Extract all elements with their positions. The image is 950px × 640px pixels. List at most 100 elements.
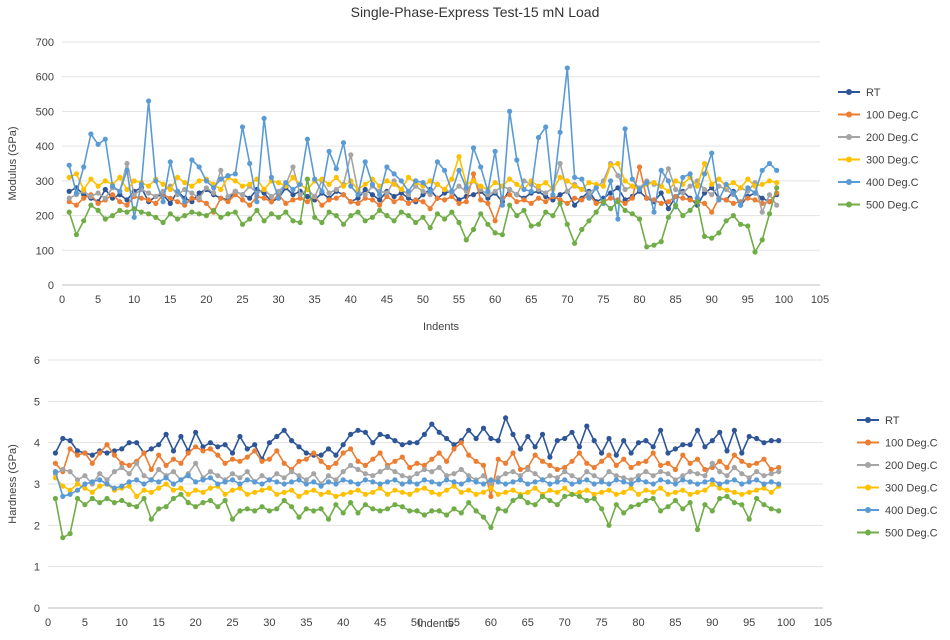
data-point xyxy=(362,471,368,477)
legend-marker xyxy=(865,417,871,423)
data-point xyxy=(658,462,664,468)
data-point xyxy=(613,473,619,479)
data-point xyxy=(434,181,440,187)
data-point xyxy=(414,481,420,487)
data-point xyxy=(266,456,272,462)
chart-title: Single-Phase-Express Test-15 mN Load xyxy=(350,4,600,20)
data-point xyxy=(340,192,347,198)
data-point xyxy=(203,185,209,191)
data-point xyxy=(429,456,435,462)
data-point xyxy=(569,473,575,479)
data-point xyxy=(463,185,469,191)
data-point xyxy=(254,199,260,205)
data-point xyxy=(156,442,162,448)
data-point xyxy=(766,192,773,198)
legend: RT 100 Deg.C 200 Deg.C 300 Deg.C 400 Deg.C 50… xyxy=(857,415,938,540)
x-tick-label: 25 xyxy=(236,294,248,306)
data-point xyxy=(296,473,302,479)
data-point xyxy=(254,207,260,213)
data-point xyxy=(547,473,553,479)
data-point xyxy=(478,183,484,189)
data-point xyxy=(134,460,140,466)
x-tick-label: 15 xyxy=(164,294,176,306)
data-point xyxy=(593,200,599,206)
data-point xyxy=(650,473,656,479)
data-point xyxy=(239,124,246,130)
data-point xyxy=(701,233,708,239)
data-point xyxy=(392,438,398,444)
data-point xyxy=(225,193,231,200)
data-point xyxy=(554,475,560,481)
x-tick-label: 100 xyxy=(777,617,795,629)
data-point xyxy=(348,489,354,495)
data-point xyxy=(517,477,524,483)
x-tick-label: 55 xyxy=(453,294,465,306)
data-point xyxy=(200,444,206,450)
data-point xyxy=(146,197,152,203)
data-point xyxy=(153,178,159,184)
data-point xyxy=(281,489,287,495)
data-point xyxy=(723,197,729,203)
data-point xyxy=(517,473,524,479)
data-point xyxy=(766,178,773,184)
data-point xyxy=(88,202,94,208)
data-point xyxy=(296,444,302,450)
x-tick-label: 30 xyxy=(272,294,284,306)
data-point xyxy=(126,483,132,489)
data-point xyxy=(60,493,66,499)
data-point xyxy=(687,500,693,506)
data-point xyxy=(362,477,368,483)
data-point xyxy=(492,148,498,154)
data-point xyxy=(229,487,236,493)
data-point xyxy=(178,433,184,440)
data-point xyxy=(495,479,501,485)
data-point xyxy=(635,460,642,466)
data-point xyxy=(716,176,722,182)
data-point xyxy=(407,475,413,481)
data-point xyxy=(153,214,159,220)
data-point xyxy=(576,493,583,499)
data-point xyxy=(503,481,509,487)
data-point xyxy=(73,232,79,238)
data-point xyxy=(290,192,296,198)
data-point xyxy=(95,141,101,147)
data-point xyxy=(274,479,280,485)
data-point xyxy=(759,237,765,243)
data-point xyxy=(495,491,501,497)
data-point xyxy=(499,232,505,238)
data-point xyxy=(658,427,664,433)
data-point xyxy=(591,473,597,479)
data-point xyxy=(436,508,442,514)
data-point xyxy=(510,497,516,504)
data-point xyxy=(369,214,375,220)
data-point xyxy=(377,197,383,203)
data-point xyxy=(436,464,442,471)
data-point xyxy=(178,477,184,483)
data-point xyxy=(97,450,103,456)
data-point xyxy=(466,487,472,493)
data-point xyxy=(124,167,130,173)
data-point xyxy=(709,181,715,187)
data-point xyxy=(547,487,553,493)
x-tick-label: 35 xyxy=(309,294,321,306)
data-point xyxy=(717,458,723,464)
data-point xyxy=(160,219,166,226)
data-point xyxy=(318,483,324,489)
data-point xyxy=(232,209,238,215)
data-point xyxy=(362,429,368,435)
data-point xyxy=(436,450,442,456)
data-point xyxy=(276,214,282,220)
data-point xyxy=(399,489,405,495)
data-point xyxy=(488,485,494,491)
data-point xyxy=(621,489,627,495)
data-point xyxy=(470,145,477,151)
data-point xyxy=(185,473,191,479)
data-point xyxy=(52,495,59,502)
data-point xyxy=(95,200,101,206)
data-point xyxy=(673,193,679,200)
data-point xyxy=(348,500,354,506)
data-point xyxy=(369,181,375,187)
data-point xyxy=(564,65,570,71)
data-point xyxy=(117,174,123,180)
data-point xyxy=(362,192,368,198)
